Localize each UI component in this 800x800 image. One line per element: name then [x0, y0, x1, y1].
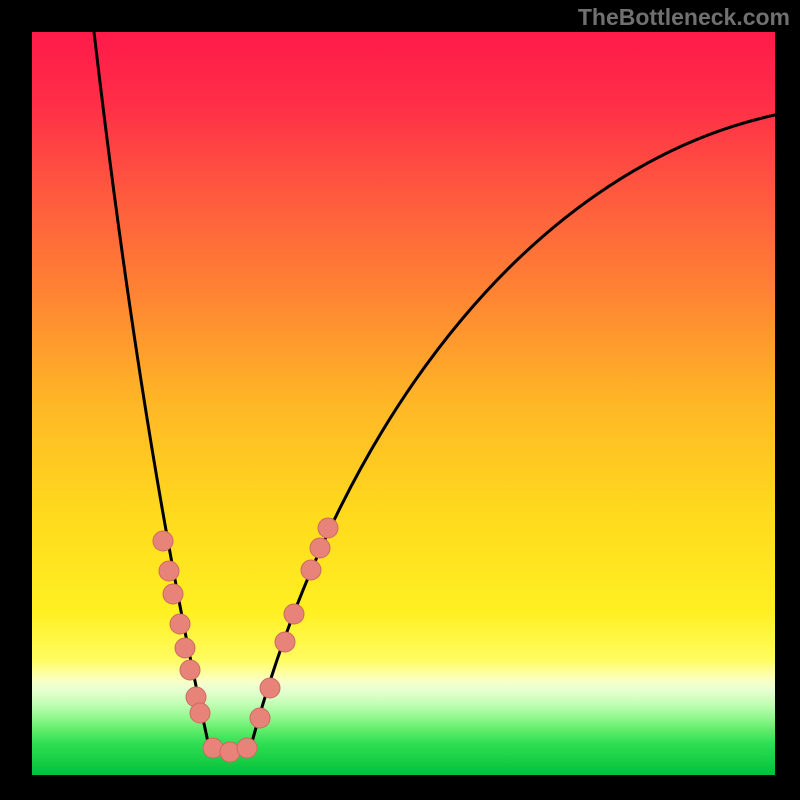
data-marker: [250, 708, 270, 728]
data-marker: [237, 738, 257, 758]
data-marker: [260, 678, 280, 698]
data-marker: [180, 660, 200, 680]
data-marker: [310, 538, 330, 558]
bottleneck-curve: [0, 0, 800, 800]
data-marker: [159, 561, 179, 581]
data-marker: [284, 604, 304, 624]
data-marker: [318, 518, 338, 538]
data-marker: [190, 703, 210, 723]
watermark-text: TheBottleneck.com: [578, 4, 790, 31]
data-marker: [275, 632, 295, 652]
data-marker: [153, 531, 173, 551]
data-marker: [170, 614, 190, 634]
data-marker: [301, 560, 321, 580]
data-marker: [163, 584, 183, 604]
data-marker: [175, 638, 195, 658]
v-curve-path: [94, 32, 775, 751]
